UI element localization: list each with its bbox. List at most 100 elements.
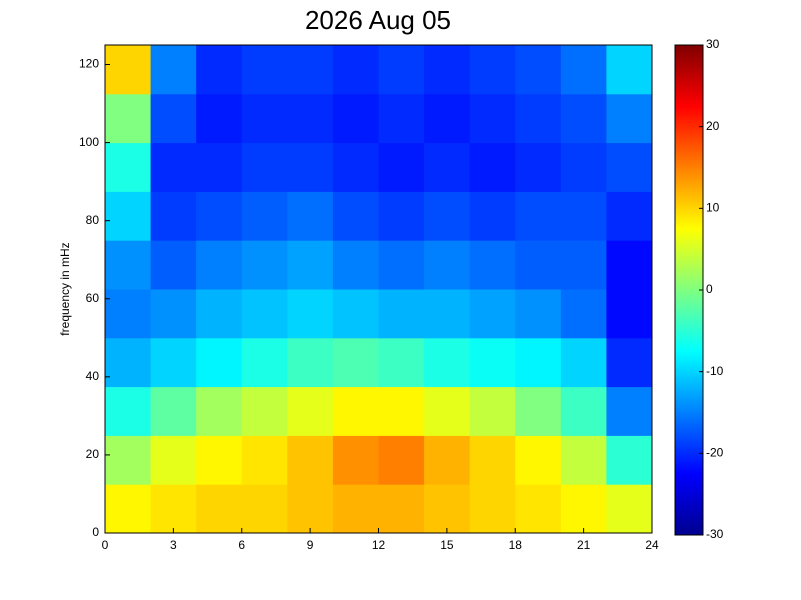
heatmap-cell bbox=[150, 240, 197, 290]
heatmap bbox=[105, 45, 653, 534]
heatmap-cell bbox=[287, 386, 334, 436]
heatmap-cell bbox=[606, 386, 653, 436]
heatmap-cell bbox=[105, 289, 152, 339]
heatmap-cell bbox=[606, 191, 653, 241]
heatmap-cell bbox=[287, 191, 334, 241]
heatmap-cell bbox=[196, 142, 243, 192]
heatmap-cell bbox=[241, 191, 288, 241]
heatmap-cell bbox=[560, 289, 607, 339]
heatmap-cell bbox=[560, 337, 607, 388]
heatmap-cell bbox=[378, 337, 425, 388]
chart-title: 2026 Aug 05 bbox=[305, 5, 451, 35]
heatmap-cell bbox=[378, 45, 425, 95]
heatmap-cell bbox=[241, 289, 288, 339]
heatmap-cell bbox=[196, 45, 243, 95]
heatmap-cell bbox=[332, 289, 379, 339]
heatmap-cell bbox=[560, 142, 607, 192]
heatmap-cell bbox=[287, 337, 334, 388]
y-tick-label: 40 bbox=[86, 369, 100, 383]
x-tick-label: 24 bbox=[645, 538, 659, 552]
heatmap-cell bbox=[606, 45, 653, 95]
heatmap-cell bbox=[332, 93, 379, 144]
colorbar-tick-label: -20 bbox=[706, 446, 724, 460]
heatmap-cell bbox=[515, 289, 562, 339]
heatmap-cell bbox=[515, 484, 562, 534]
heatmap-cell bbox=[287, 435, 334, 485]
heatmap-cell bbox=[606, 337, 653, 388]
x-tick-label: 0 bbox=[102, 538, 109, 552]
heatmap-cell bbox=[606, 435, 653, 485]
heatmap-cell bbox=[606, 289, 653, 339]
heatmap-cell bbox=[469, 484, 516, 534]
heatmap-cell bbox=[150, 142, 197, 192]
heatmap-cell bbox=[469, 240, 516, 290]
heatmap-cell bbox=[196, 240, 243, 290]
heatmap-cell bbox=[424, 337, 471, 388]
heatmap-cell bbox=[241, 484, 288, 534]
heatmap-cell bbox=[196, 484, 243, 534]
heatmap-cell bbox=[287, 484, 334, 534]
heatmap-cell bbox=[241, 240, 288, 290]
heatmap-cell bbox=[196, 289, 243, 339]
heatmap-cell bbox=[424, 45, 471, 95]
heatmap-cell bbox=[150, 93, 197, 144]
heatmap-cell bbox=[150, 191, 197, 241]
heatmap-cell bbox=[196, 386, 243, 436]
heatmap-cell bbox=[469, 386, 516, 436]
heatmap-cell bbox=[606, 240, 653, 290]
heatmap-cell bbox=[105, 337, 152, 388]
heatmap-cell bbox=[469, 289, 516, 339]
heatmap-cell bbox=[105, 240, 152, 290]
heatmap-cell bbox=[515, 142, 562, 192]
heatmap-cell bbox=[469, 435, 516, 485]
heatmap-cell bbox=[424, 93, 471, 144]
colorbar-tick-label: 30 bbox=[706, 37, 720, 51]
heatmap-cell bbox=[469, 93, 516, 144]
y-tick-label: 120 bbox=[79, 57, 99, 71]
x-tick-label: 18 bbox=[509, 538, 523, 552]
y-tick-label: 60 bbox=[86, 291, 100, 305]
heatmap-cell bbox=[515, 386, 562, 436]
heatmap-cell bbox=[469, 337, 516, 388]
heatmap-cell bbox=[332, 191, 379, 241]
y-tick-label: 80 bbox=[86, 213, 100, 227]
heatmap-cell bbox=[560, 484, 607, 534]
heatmap-cell bbox=[606, 484, 653, 534]
heatmap-cell bbox=[469, 45, 516, 95]
y-tick-label: 20 bbox=[86, 447, 100, 461]
heatmap-cell bbox=[515, 240, 562, 290]
heatmap-cell bbox=[560, 240, 607, 290]
heatmap-cell bbox=[150, 435, 197, 485]
heatmap-cell bbox=[150, 386, 197, 436]
heatmap-cell bbox=[469, 142, 516, 192]
heatmap-cell bbox=[378, 191, 425, 241]
heatmap-cell bbox=[105, 191, 152, 241]
heatmap-cell bbox=[515, 191, 562, 241]
heatmap-cell bbox=[241, 337, 288, 388]
heatmap-cell bbox=[287, 289, 334, 339]
heatmap-cell bbox=[378, 289, 425, 339]
heatmap-cell bbox=[560, 435, 607, 485]
heatmap-cell bbox=[515, 45, 562, 95]
heatmap-cell bbox=[515, 435, 562, 485]
heatmap-cell bbox=[287, 142, 334, 192]
heatmap-cell bbox=[105, 142, 152, 192]
heatmap-cell bbox=[241, 45, 288, 95]
heatmap-cell bbox=[150, 337, 197, 388]
colorbar-tick-label: -10 bbox=[706, 364, 724, 378]
y-tick-label: 100 bbox=[79, 135, 99, 149]
heatmap-cell bbox=[105, 435, 152, 485]
heatmap-cell bbox=[424, 240, 471, 290]
heatmap-cell bbox=[332, 435, 379, 485]
heatmap-cell bbox=[560, 386, 607, 436]
heatmap-cell bbox=[332, 337, 379, 388]
x-tick-label: 21 bbox=[577, 538, 591, 552]
heatmap-cell bbox=[196, 435, 243, 485]
x-tick-label: 15 bbox=[440, 538, 454, 552]
colorbar-tick-label: 0 bbox=[706, 282, 713, 296]
heatmap-cell bbox=[606, 93, 653, 144]
heatmap-cell bbox=[105, 45, 152, 95]
heatmap-cell bbox=[424, 191, 471, 241]
heatmap-cell bbox=[424, 142, 471, 192]
